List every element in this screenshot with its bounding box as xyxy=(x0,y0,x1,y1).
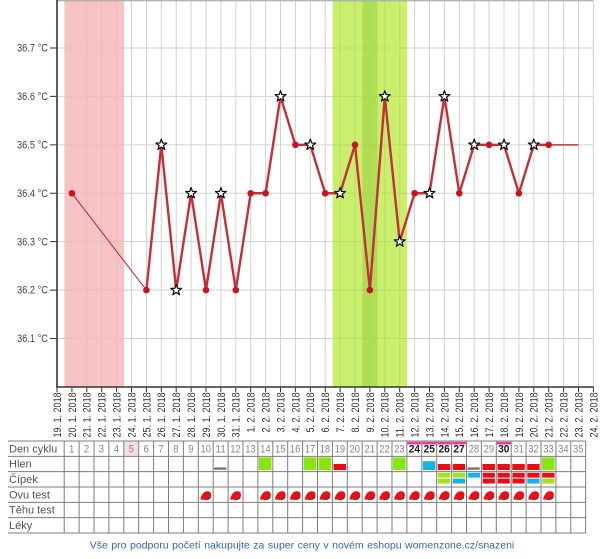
svg-text:14. 2. 2018: 14. 2. 2018 xyxy=(439,392,451,437)
svg-text:7: 7 xyxy=(158,443,163,455)
svg-text:29: 29 xyxy=(484,443,495,455)
svg-text:19: 19 xyxy=(335,443,346,455)
svg-text:26. 1. 2018: 26. 1. 2018 xyxy=(156,392,168,437)
svg-text:29. 1. 2018: 29. 1. 2018 xyxy=(201,392,213,437)
svg-text:Den cyklu: Den cyklu xyxy=(9,443,57,455)
svg-text:22. 1. 2018: 22. 1. 2018 xyxy=(97,392,109,437)
svg-text:11. 2. 2018: 11. 2. 2018 xyxy=(395,392,407,437)
svg-text:24. 2. 2018: 24. 2. 2018 xyxy=(588,392,600,437)
svg-text:19. 2. 2018: 19. 2. 2018 xyxy=(514,392,526,437)
svg-text:27. 1. 2018: 27. 1. 2018 xyxy=(171,392,183,437)
svg-text:30. 1. 2018: 30. 1. 2018 xyxy=(216,392,228,437)
svg-text:Hlen: Hlen xyxy=(9,459,32,471)
svg-text:36.5 °C: 36.5 °C xyxy=(17,139,48,151)
svg-text:14: 14 xyxy=(260,443,271,455)
svg-text:24. 1. 2018: 24. 1. 2018 xyxy=(126,392,138,437)
svg-text:1: 1 xyxy=(69,443,74,455)
svg-text:6: 6 xyxy=(144,443,149,455)
svg-text:26: 26 xyxy=(439,443,450,455)
svg-text:Vše pro podporu početí nakupuj: Vše pro podporu početí nakupujte za supe… xyxy=(90,540,515,552)
svg-text:36.3 °C: 36.3 °C xyxy=(17,236,48,248)
svg-text:21. 2. 2018: 21. 2. 2018 xyxy=(544,392,556,437)
svg-text:32: 32 xyxy=(528,443,539,455)
svg-text:23: 23 xyxy=(394,443,405,455)
svg-text:9: 9 xyxy=(188,443,193,455)
svg-text:20. 2. 2018: 20. 2. 2018 xyxy=(529,392,541,437)
svg-text:8: 8 xyxy=(173,443,178,455)
svg-text:6. 2. 2018: 6. 2. 2018 xyxy=(320,392,332,432)
svg-text:16: 16 xyxy=(290,443,301,455)
svg-text:31: 31 xyxy=(513,443,524,455)
svg-text:17. 2. 2018: 17. 2. 2018 xyxy=(484,392,496,437)
svg-text:35: 35 xyxy=(573,443,584,455)
svg-text:1. 2. 2018: 1. 2. 2018 xyxy=(246,392,258,432)
svg-text:30: 30 xyxy=(498,443,509,455)
svg-text:3: 3 xyxy=(99,443,104,455)
svg-text:28. 1. 2018: 28. 1. 2018 xyxy=(186,392,198,437)
svg-text:25: 25 xyxy=(424,443,435,455)
svg-text:Těhu test: Těhu test xyxy=(9,505,55,517)
svg-text:25. 1. 2018: 25. 1. 2018 xyxy=(141,392,153,437)
svg-text:31. 1. 2018: 31. 1. 2018 xyxy=(231,392,243,437)
svg-text:15: 15 xyxy=(275,443,286,455)
svg-text:36.6 °C: 36.6 °C xyxy=(17,91,48,103)
svg-text:36.1 °C: 36.1 °C xyxy=(17,333,48,345)
svg-text:22. 2. 2018: 22. 2. 2018 xyxy=(559,392,571,437)
svg-text:24: 24 xyxy=(409,443,421,455)
svg-text:19. 1. 2018: 19. 1. 2018 xyxy=(52,392,64,437)
svg-text:22: 22 xyxy=(379,443,390,455)
svg-text:2. 2. 2018: 2. 2. 2018 xyxy=(261,392,273,432)
svg-text:5: 5 xyxy=(129,443,134,455)
svg-text:Ovu test: Ovu test xyxy=(9,489,50,501)
svg-text:18: 18 xyxy=(320,443,331,455)
svg-text:21: 21 xyxy=(364,443,375,455)
svg-text:36.4 °C: 36.4 °C xyxy=(17,188,48,200)
svg-text:2: 2 xyxy=(84,443,89,455)
svg-text:13: 13 xyxy=(245,443,256,455)
svg-text:5. 2. 2018: 5. 2. 2018 xyxy=(305,392,317,432)
svg-text:7. 2. 2018: 7. 2. 2018 xyxy=(335,392,347,432)
svg-text:36.2 °C: 36.2 °C xyxy=(17,285,48,297)
svg-text:Léky: Léky xyxy=(9,520,33,532)
svg-text:23. 2. 2018: 23. 2. 2018 xyxy=(573,392,585,437)
svg-text:17: 17 xyxy=(305,443,316,455)
svg-text:10. 2. 2018: 10. 2. 2018 xyxy=(380,392,392,437)
svg-text:27: 27 xyxy=(453,443,464,455)
svg-text:Čípek: Čípek xyxy=(9,473,38,486)
svg-text:20: 20 xyxy=(350,443,361,455)
svg-text:16. 2. 2018: 16. 2. 2018 xyxy=(469,392,481,437)
svg-text:10: 10 xyxy=(201,443,212,455)
svg-text:9. 2. 2018: 9. 2. 2018 xyxy=(365,392,377,432)
svg-text:11: 11 xyxy=(215,443,226,455)
svg-text:4. 2. 2018: 4. 2. 2018 xyxy=(290,392,302,432)
svg-text:8. 2. 2018: 8. 2. 2018 xyxy=(350,392,362,432)
svg-text:23. 1. 2018: 23. 1. 2018 xyxy=(112,392,124,437)
svg-text:3. 2. 2018: 3. 2. 2018 xyxy=(275,392,287,432)
svg-text:12: 12 xyxy=(230,443,241,455)
svg-text:33: 33 xyxy=(543,443,554,455)
svg-text:12. 2. 2018: 12. 2. 2018 xyxy=(410,392,422,437)
svg-text:36.7 °C: 36.7 °C xyxy=(17,43,48,55)
svg-text:21. 1. 2018: 21. 1. 2018 xyxy=(82,392,94,437)
svg-text:13. 2. 2018: 13. 2. 2018 xyxy=(424,392,436,437)
svg-text:28: 28 xyxy=(469,443,480,455)
svg-text:4: 4 xyxy=(114,443,119,455)
svg-text:20. 1. 2018: 20. 1. 2018 xyxy=(67,392,79,437)
svg-text:34: 34 xyxy=(558,443,569,455)
svg-text:15. 2. 2018: 15. 2. 2018 xyxy=(454,392,466,437)
svg-text:18. 2. 2018: 18. 2. 2018 xyxy=(499,392,511,437)
